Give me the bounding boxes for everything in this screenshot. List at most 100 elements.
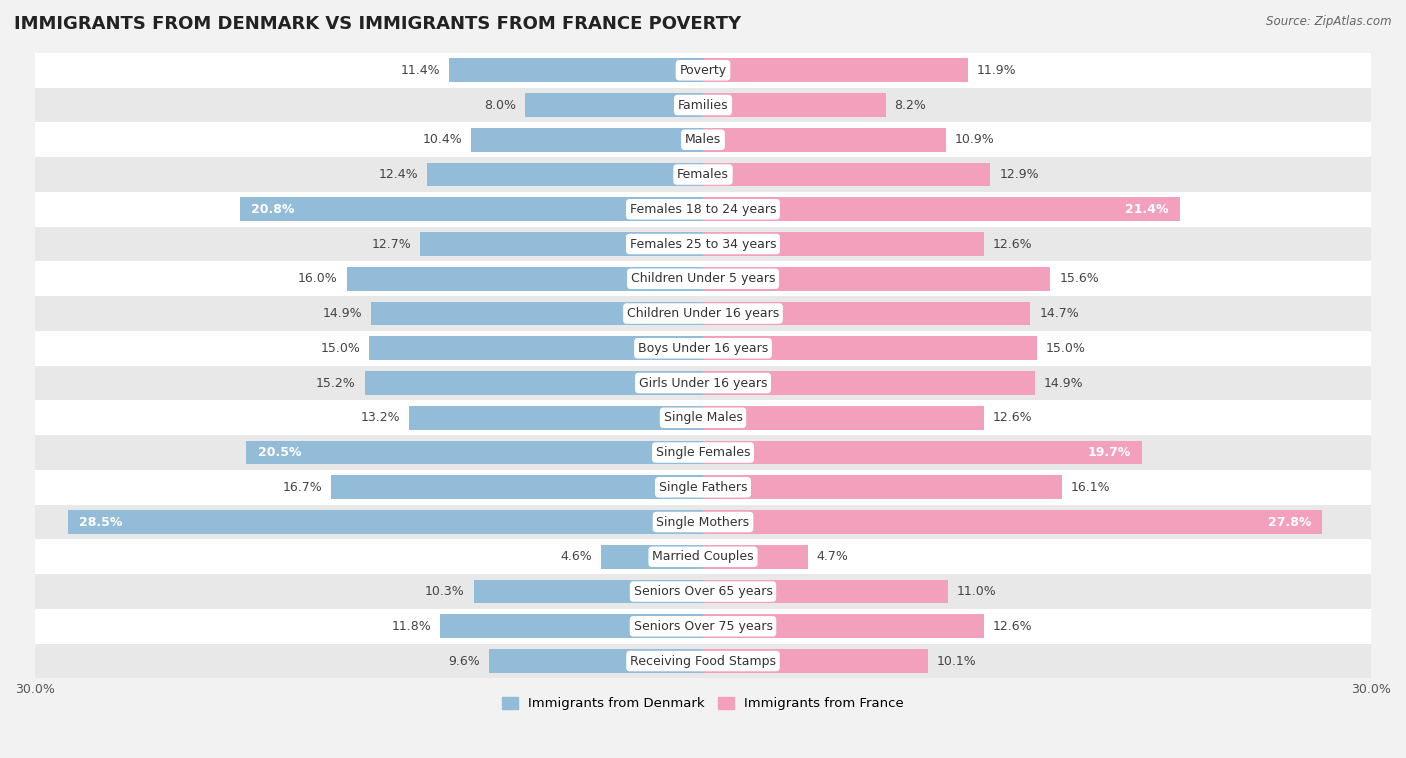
Text: 28.5%: 28.5%	[80, 515, 122, 528]
Bar	[35, 122, 1371, 157]
Bar	[703, 440, 1142, 465]
Bar	[35, 157, 1371, 192]
Bar	[364, 371, 703, 395]
Text: 27.8%: 27.8%	[1268, 515, 1310, 528]
Bar	[35, 331, 1371, 365]
Bar	[409, 406, 703, 430]
Text: 20.8%: 20.8%	[250, 203, 294, 216]
Text: IMMIGRANTS FROM DENMARK VS IMMIGRANTS FROM FRANCE POVERTY: IMMIGRANTS FROM DENMARK VS IMMIGRANTS FR…	[14, 15, 741, 33]
Text: 4.7%: 4.7%	[817, 550, 848, 563]
Text: 12.4%: 12.4%	[378, 168, 418, 181]
Text: Single Mothers: Single Mothers	[657, 515, 749, 528]
Text: 15.0%: 15.0%	[321, 342, 360, 355]
Bar	[703, 545, 807, 568]
Text: Females 25 to 34 years: Females 25 to 34 years	[630, 237, 776, 251]
Bar	[35, 574, 1371, 609]
Text: 12.6%: 12.6%	[993, 620, 1032, 633]
Bar	[35, 644, 1371, 678]
Bar	[703, 58, 967, 82]
Bar	[703, 163, 990, 186]
Bar	[703, 232, 984, 256]
Text: 11.0%: 11.0%	[957, 585, 997, 598]
Text: Single Females: Single Females	[655, 446, 751, 459]
Text: 15.6%: 15.6%	[1059, 272, 1099, 285]
Bar	[703, 615, 984, 638]
Text: 14.7%: 14.7%	[1039, 307, 1078, 320]
Bar	[35, 540, 1371, 574]
Text: Children Under 16 years: Children Under 16 years	[627, 307, 779, 320]
Bar	[703, 302, 1031, 325]
Bar	[69, 510, 703, 534]
Bar	[240, 198, 703, 221]
Bar	[35, 365, 1371, 400]
Bar	[703, 406, 984, 430]
Text: Families: Families	[678, 99, 728, 111]
Text: 8.0%: 8.0%	[484, 99, 516, 111]
Bar	[703, 475, 1062, 499]
Bar	[489, 650, 703, 673]
Text: 15.0%: 15.0%	[1046, 342, 1085, 355]
Text: Married Couples: Married Couples	[652, 550, 754, 563]
Bar	[524, 93, 703, 117]
Bar	[35, 88, 1371, 122]
Bar	[427, 163, 703, 186]
Bar	[368, 337, 703, 360]
Text: 10.3%: 10.3%	[425, 585, 465, 598]
Text: Boys Under 16 years: Boys Under 16 years	[638, 342, 768, 355]
Text: 14.9%: 14.9%	[322, 307, 363, 320]
Bar	[703, 198, 1180, 221]
Text: 12.9%: 12.9%	[1000, 168, 1039, 181]
Bar	[703, 371, 1035, 395]
Bar	[703, 650, 928, 673]
Text: 10.4%: 10.4%	[423, 133, 463, 146]
Text: 20.5%: 20.5%	[257, 446, 301, 459]
Bar	[35, 192, 1371, 227]
Bar	[35, 227, 1371, 262]
Text: Girls Under 16 years: Girls Under 16 years	[638, 377, 768, 390]
Text: 9.6%: 9.6%	[449, 655, 481, 668]
Text: Source: ZipAtlas.com: Source: ZipAtlas.com	[1267, 15, 1392, 28]
Text: 11.8%: 11.8%	[392, 620, 432, 633]
Text: 16.1%: 16.1%	[1070, 481, 1111, 493]
Bar	[246, 440, 703, 465]
Bar	[35, 505, 1371, 540]
Text: 13.2%: 13.2%	[360, 412, 401, 424]
Text: 16.7%: 16.7%	[283, 481, 322, 493]
Text: 10.1%: 10.1%	[936, 655, 977, 668]
Text: 15.2%: 15.2%	[316, 377, 356, 390]
Bar	[35, 400, 1371, 435]
Bar	[330, 475, 703, 499]
Bar	[449, 58, 703, 82]
Text: 12.7%: 12.7%	[371, 237, 412, 251]
Bar	[440, 615, 703, 638]
Bar	[35, 262, 1371, 296]
Text: 12.6%: 12.6%	[993, 412, 1032, 424]
Bar	[35, 609, 1371, 644]
Text: 12.6%: 12.6%	[993, 237, 1032, 251]
Text: 8.2%: 8.2%	[894, 99, 927, 111]
Text: Children Under 5 years: Children Under 5 years	[631, 272, 775, 285]
Text: 21.4%: 21.4%	[1125, 203, 1168, 216]
Bar	[347, 267, 703, 290]
Bar	[703, 510, 1322, 534]
Text: Females: Females	[678, 168, 728, 181]
Bar	[600, 545, 703, 568]
Bar	[703, 128, 946, 152]
Bar	[35, 53, 1371, 88]
Text: 11.4%: 11.4%	[401, 64, 440, 77]
Text: Males: Males	[685, 133, 721, 146]
Bar	[471, 128, 703, 152]
Text: 14.9%: 14.9%	[1043, 377, 1084, 390]
Bar	[35, 435, 1371, 470]
Bar	[35, 470, 1371, 505]
Bar	[420, 232, 703, 256]
Text: Seniors Over 75 years: Seniors Over 75 years	[634, 620, 772, 633]
Text: Receiving Food Stamps: Receiving Food Stamps	[630, 655, 776, 668]
Bar	[371, 302, 703, 325]
Text: Females 18 to 24 years: Females 18 to 24 years	[630, 203, 776, 216]
Text: 11.9%: 11.9%	[977, 64, 1017, 77]
Bar	[703, 93, 886, 117]
Bar	[703, 337, 1038, 360]
Text: Single Males: Single Males	[664, 412, 742, 424]
Text: Poverty: Poverty	[679, 64, 727, 77]
